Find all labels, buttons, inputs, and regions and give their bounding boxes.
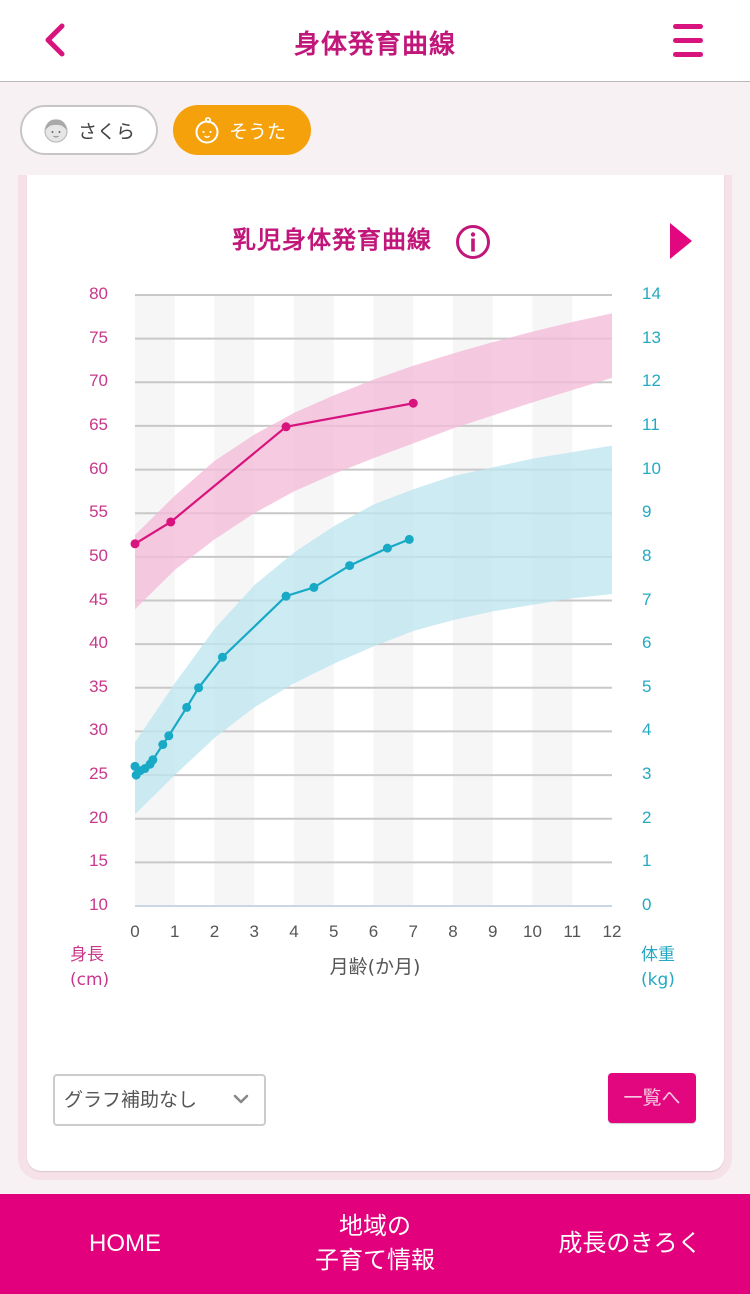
nav-growth-record[interactable]: 成長のきろく [530, 1194, 730, 1294]
nav-home[interactable]: HOME [30, 1194, 220, 1294]
weight-tick-label: 1 [642, 851, 652, 871]
month-tick-label: 4 [289, 922, 299, 941]
app-header: 身体発育曲線 [0, 0, 750, 82]
child-tab-sakura[interactable]: さくら [20, 105, 158, 155]
weight-tick-label: 13 [642, 327, 661, 347]
child-selector: さくら そうた [0, 83, 750, 175]
nav-growth-record-label: 成長のきろく [558, 1230, 702, 1257]
height-tick-label: 60 [89, 458, 108, 478]
nav-local-info[interactable]: 地域の 子育て情報 [270, 1194, 480, 1294]
height-axis-unit: (cm) [70, 970, 110, 990]
weight-tick-label: 10 [642, 458, 661, 478]
weight-tick-label: 14 [642, 284, 661, 303]
weight-data-point [404, 534, 414, 544]
hamburger-menu-icon[interactable] [670, 22, 706, 60]
weight-data-point [148, 755, 158, 765]
child-tab-souta[interactable]: そうた [173, 105, 311, 155]
weight-axis-unit: (kg) [641, 970, 675, 990]
nav-home-label: HOME [89, 1230, 161, 1257]
weight-tick-label: 5 [642, 676, 652, 696]
weight-tick-label: 9 [642, 502, 652, 522]
height-data-point [408, 398, 418, 408]
weight-tick-label: 7 [642, 589, 652, 609]
graph-assist-select[interactable]: グラフ補助なし [53, 1074, 266, 1126]
month-axis-label: 月齢(か月) [329, 956, 421, 978]
child-name: さくら [78, 120, 136, 143]
month-tick-label: 11 [563, 922, 582, 941]
month-tick-label: 5 [329, 922, 339, 941]
weight-data-point [382, 543, 392, 553]
weight-data-point [217, 652, 227, 662]
bottom-navigation: HOME 地域の 子育て情報 成長のきろく [0, 1194, 750, 1294]
month-tick-label: 3 [249, 922, 259, 941]
weight-data-point [158, 740, 168, 750]
height-tick-label: 75 [89, 327, 108, 347]
weight-data-point [194, 683, 204, 693]
month-tick-label: 9 [488, 922, 498, 941]
height-tick-label: 40 [89, 633, 108, 653]
page-title: 身体発育曲線 [293, 30, 456, 60]
month-tick-label: 0 [130, 922, 140, 941]
height-data-point [281, 422, 291, 432]
height-axis-label: 身長 [70, 945, 104, 965]
height-data-point [166, 517, 176, 527]
weight-tick-label: 12 [642, 371, 661, 391]
baby-face-icon [195, 117, 219, 144]
list-view-button[interactable]: 一覧へ [608, 1073, 696, 1123]
height-tick-label: 80 [89, 284, 108, 303]
weight-data-point [309, 582, 319, 592]
month-tick-label: 12 [602, 922, 622, 941]
height-tick-label: 10 [89, 895, 108, 914]
girl-face-icon [44, 119, 68, 143]
chevron-down-icon [233, 1094, 249, 1104]
weight-tick-label: 11 [642, 414, 660, 434]
weight-tick-label: 3 [642, 764, 652, 784]
month-tick-label: 6 [368, 922, 379, 941]
height-tick-label: 15 [89, 851, 108, 871]
height-tick-label: 55 [89, 502, 108, 522]
weight-tick-label: 6 [642, 633, 652, 653]
height-tick-label: 65 [89, 414, 108, 434]
weight-axis-label: 体重 [641, 945, 675, 965]
month-tick-label: 8 [448, 922, 458, 941]
height-tick-label: 50 [89, 545, 108, 565]
weight-data-point [182, 702, 192, 712]
height-data-point [130, 539, 140, 549]
height-reference-band [135, 313, 612, 610]
info-circle-icon[interactable] [455, 224, 491, 260]
nav-local-info-line1: 地域の [339, 1213, 411, 1240]
next-chart-triangle-icon[interactable] [668, 220, 694, 262]
nav-local-info-line2: 子育て情報 [315, 1247, 435, 1274]
child-name: そうた [229, 120, 287, 143]
weight-tick-label: 2 [642, 807, 652, 827]
back-chevron-icon[interactable] [36, 18, 76, 62]
graph-assist-value: グラフ補助なし [64, 1089, 198, 1111]
weight-reference-band [135, 445, 612, 815]
weight-tick-label: 8 [642, 545, 652, 565]
height-tick-label: 25 [89, 764, 108, 784]
height-tick-label: 20 [89, 807, 108, 827]
height-tick-label: 45 [89, 589, 108, 609]
weight-tick-label: 4 [642, 720, 652, 740]
month-tick-label: 10 [523, 922, 542, 941]
height-tick-label: 70 [89, 371, 108, 391]
weight-data-point [164, 731, 174, 741]
chart-title: 乳児身体発育曲線 [232, 226, 432, 254]
weight-data-point [281, 591, 291, 601]
month-tick-label: 7 [408, 922, 418, 941]
height-tick-label: 30 [89, 720, 108, 740]
height-tick-label: 35 [89, 676, 108, 696]
month-tick-label: 1 [170, 922, 180, 941]
month-tick-label: 2 [209, 922, 220, 941]
weight-tick-label: 0 [642, 895, 652, 914]
height-line [134, 402, 414, 545]
weight-data-point [345, 561, 355, 571]
